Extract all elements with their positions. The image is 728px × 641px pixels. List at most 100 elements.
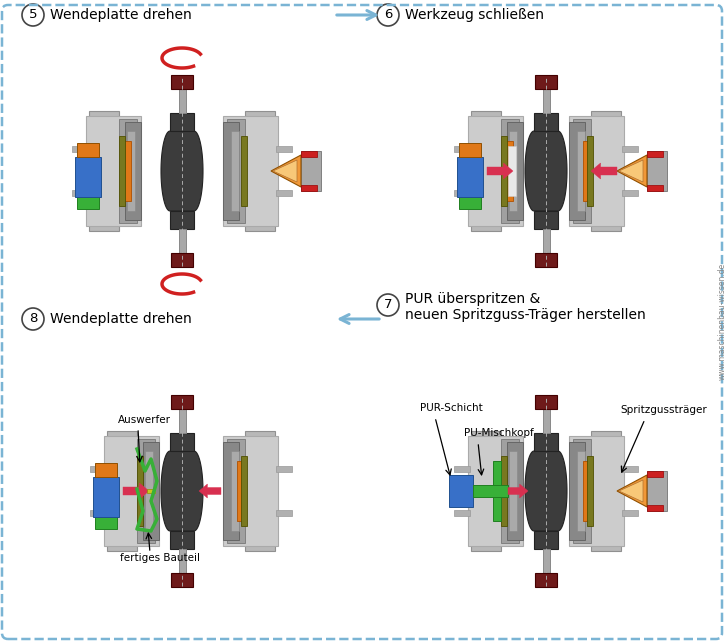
Bar — [276, 146, 292, 152]
Bar — [501, 136, 507, 206]
Bar — [223, 436, 278, 546]
Bar — [123, 141, 131, 201]
Bar — [93, 477, 119, 517]
Bar — [237, 461, 245, 521]
Bar — [534, 433, 558, 451]
Polygon shape — [619, 480, 643, 502]
Bar — [454, 466, 470, 472]
Bar — [493, 461, 501, 521]
Polygon shape — [161, 131, 203, 211]
Bar — [223, 122, 239, 220]
Text: neuen Spritzguss-Träger herstellen: neuen Spritzguss-Träger herstellen — [405, 308, 646, 322]
Bar — [591, 111, 621, 231]
Text: Wendeplatte drehen: Wendeplatte drehen — [50, 8, 191, 22]
Bar — [542, 229, 550, 261]
Bar — [301, 151, 321, 191]
Bar — [72, 190, 88, 196]
Bar — [535, 75, 557, 89]
Circle shape — [22, 4, 44, 26]
Text: 5: 5 — [28, 8, 37, 22]
Bar — [542, 401, 550, 433]
Circle shape — [377, 4, 399, 26]
Bar — [89, 111, 119, 231]
Bar — [468, 116, 523, 226]
Bar — [573, 119, 591, 223]
Text: www.maschinenbau-wissen.de: www.maschinenbau-wissen.de — [718, 262, 727, 379]
Polygon shape — [591, 163, 617, 179]
Circle shape — [377, 294, 399, 316]
Bar — [647, 471, 663, 477]
Bar — [75, 157, 101, 197]
Bar — [301, 185, 317, 191]
Polygon shape — [123, 483, 149, 499]
Bar — [178, 401, 186, 433]
Bar — [473, 485, 508, 497]
Polygon shape — [525, 131, 567, 211]
Bar — [509, 131, 517, 211]
Bar — [542, 81, 550, 113]
Bar — [77, 143, 99, 157]
Bar — [647, 505, 663, 511]
Bar — [535, 253, 557, 267]
Bar — [86, 116, 141, 226]
Bar — [276, 190, 292, 196]
Bar — [170, 433, 194, 451]
Text: 6: 6 — [384, 8, 392, 22]
Polygon shape — [525, 451, 567, 531]
Text: Auswerfer: Auswerfer — [118, 415, 171, 425]
Bar — [223, 116, 278, 226]
Bar — [145, 451, 153, 531]
Bar — [231, 131, 239, 211]
Bar — [622, 190, 638, 196]
Bar — [301, 151, 317, 157]
Bar — [95, 463, 117, 477]
Polygon shape — [617, 155, 647, 187]
Bar — [454, 146, 470, 152]
Bar — [454, 510, 470, 516]
Bar — [171, 573, 193, 587]
Bar — [542, 549, 550, 581]
Bar — [170, 113, 194, 131]
Bar — [534, 531, 558, 549]
Bar — [137, 439, 155, 543]
Bar — [125, 122, 141, 220]
Bar — [170, 531, 194, 549]
Bar — [276, 510, 292, 516]
Bar — [569, 116, 624, 226]
Bar — [577, 131, 585, 211]
Bar — [245, 431, 275, 551]
Text: PUR überspritzen &: PUR überspritzen & — [405, 292, 540, 306]
Bar — [147, 489, 155, 493]
Bar — [171, 75, 193, 89]
Bar — [471, 111, 501, 231]
Bar — [622, 146, 638, 152]
Bar — [501, 439, 519, 543]
Bar — [104, 436, 159, 546]
Bar — [449, 475, 473, 507]
Bar — [647, 151, 663, 157]
Bar — [178, 81, 186, 113]
Bar — [647, 151, 667, 191]
Bar — [241, 456, 247, 526]
Bar — [622, 466, 638, 472]
Bar — [535, 573, 557, 587]
Bar — [95, 517, 117, 529]
Bar — [583, 461, 591, 521]
Bar — [171, 395, 193, 409]
Polygon shape — [487, 163, 513, 179]
Bar — [459, 197, 481, 209]
Bar — [77, 197, 99, 209]
Text: PU-Mischkopf: PU-Mischkopf — [464, 428, 534, 438]
Bar — [171, 253, 193, 267]
Bar — [509, 451, 517, 531]
Bar — [143, 442, 159, 540]
Polygon shape — [161, 451, 203, 531]
Bar — [119, 119, 137, 223]
Text: Wendeplatte drehen: Wendeplatte drehen — [50, 312, 191, 326]
Bar — [107, 431, 137, 551]
Bar — [535, 395, 557, 409]
Circle shape — [22, 308, 44, 330]
Bar — [471, 431, 501, 551]
Text: 8: 8 — [29, 313, 37, 326]
Bar — [569, 442, 585, 540]
